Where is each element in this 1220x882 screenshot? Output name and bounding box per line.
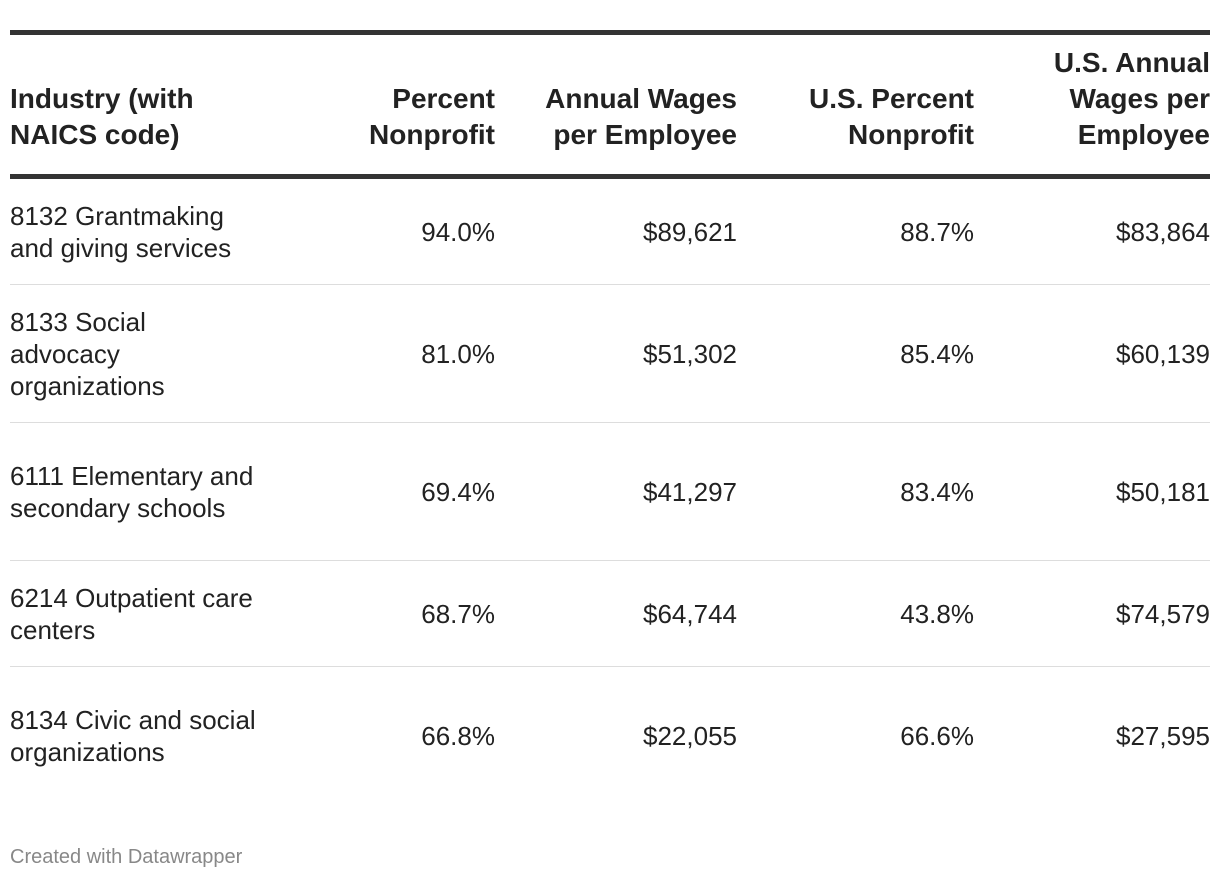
cell-industry: 8132 Grantmaking and giving services [10,176,260,285]
cell-annual-wages: $64,744 [495,560,737,667]
datawrapper-credit: Created with Datawrapper [10,846,243,868]
cell-industry: 6111 Elementary and secondary schools [10,422,260,561]
header-row: Industry (with NAICS code) Percent Nonpr… [10,30,1210,179]
column-header-percent-nonprofit: Percent Nonprofit [260,30,495,179]
column-header-us-percent-nonprofit: U.S. Percent Nonprofit [737,30,974,179]
cell-industry: 6214 Outpatient care centers [10,560,260,667]
cell-us-annual-wages: $60,139 [974,284,1210,423]
cell-annual-wages: $22,055 [643,720,737,751]
cell-annual-wages: $89,621 [495,176,737,285]
cell-industry: 8134 Civic and social organizations [10,704,256,767]
industry-wages-table: Industry (with NAICS code) Percent Nonpr… [10,30,1210,805]
cell-annual-wages: $51,302 [495,284,737,423]
cell-annual-wages: $41,297 [495,422,737,561]
cell-us-annual-wages: $74,579 [974,560,1210,667]
table-row: 8132 Grantmaking and giving services 94.… [10,176,1210,285]
data-table-container: Industry (with NAICS code) Percent Nonpr… [10,30,1210,805]
cell-percent-nonprofit: 94.0% [260,176,495,285]
column-header-industry: Industry (with NAICS code) [10,30,260,179]
cell-us-percent-nonprofit: 43.8% [737,560,974,667]
table-row: 6111 Elementary and secondary schools 69… [10,422,1210,561]
cell-industry: 8133 Social advocacy organizations [10,284,260,423]
table-row: 6214 Outpatient care centers 68.7% $64,7… [10,560,1210,667]
cell-percent-nonprofit: 68.7% [260,560,495,667]
table-body: 8132 Grantmaking and giving services 94.… [10,176,1210,805]
table-row: 8134 Civic and social organizations 66.8… [10,667,1210,805]
cell-us-annual-wages: $27,595 [1116,720,1210,751]
column-header-us-annual-wages: U.S. Annual Wages per Employee [974,30,1210,179]
cell-percent-nonprofit: 69.4% [260,422,495,561]
table-header: Industry (with NAICS code) Percent Nonpr… [10,30,1210,179]
column-header-annual-wages: Annual Wages per Employee [495,30,737,179]
cell-us-percent-nonprofit: 85.4% [737,284,974,423]
cell-us-percent-nonprofit: 83.4% [737,422,974,561]
cell-us-percent-nonprofit: 66.6% [900,720,974,751]
cell-us-annual-wages: $50,181 [974,422,1210,561]
table-row: 8133 Social advocacy organizations 81.0%… [10,284,1210,423]
cell-percent-nonprofit: 81.0% [260,284,495,423]
cell-us-annual-wages: $83,864 [974,176,1210,285]
cell-percent-nonprofit: 66.8% [421,720,495,751]
cell-us-percent-nonprofit: 88.7% [737,176,974,285]
